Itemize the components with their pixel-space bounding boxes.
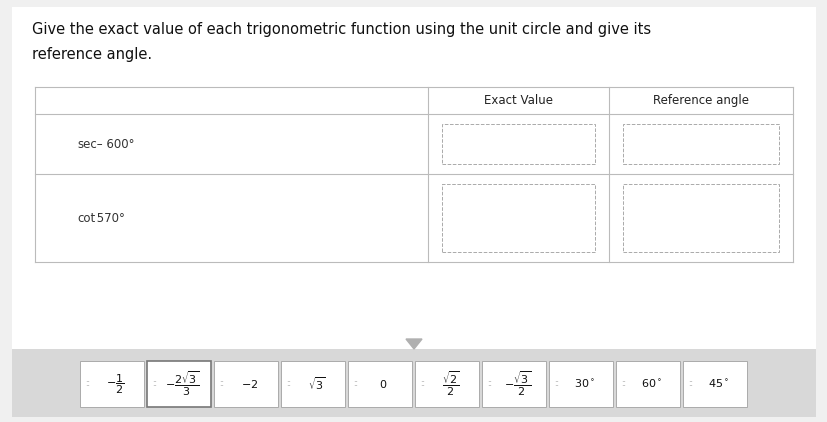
Text: cot: cot <box>77 211 95 225</box>
Text: ::: :: <box>286 379 291 389</box>
Polygon shape <box>405 339 422 349</box>
Text: $60^\circ$: $60^\circ$ <box>640 378 662 390</box>
Text: sec: sec <box>77 138 97 151</box>
Bar <box>214 361 278 407</box>
Text: $-\dfrac{\sqrt{3}}{2}$: $-\dfrac{\sqrt{3}}{2}$ <box>504 370 530 398</box>
Text: $-\dfrac{1}{2}$: $-\dfrac{1}{2}$ <box>106 372 125 396</box>
Text: $\sqrt{3}$: $\sqrt{3}$ <box>307 376 325 392</box>
Bar <box>80 361 145 407</box>
Bar <box>549 361 613 407</box>
Bar <box>616 361 680 407</box>
Text: – 600°: – 600° <box>93 138 134 151</box>
Text: Give the exact value of each trigonometric function using the unit circle and gi: Give the exact value of each trigonometr… <box>32 22 650 37</box>
Text: $45^\circ$: $45^\circ$ <box>707 378 729 390</box>
Text: ::: :: <box>85 379 90 389</box>
Text: 570°: 570° <box>93 211 125 225</box>
Bar <box>622 124 778 164</box>
Bar <box>682 361 747 407</box>
Text: Reference angle: Reference angle <box>653 94 748 107</box>
Bar <box>147 361 211 407</box>
Text: ::: :: <box>554 379 559 389</box>
Text: ::: :: <box>487 379 492 389</box>
Text: $0$: $0$ <box>379 378 387 390</box>
Text: $-2$: $-2$ <box>241 378 258 390</box>
Bar <box>12 349 815 417</box>
Text: ::: :: <box>219 379 224 389</box>
Text: ::: :: <box>621 379 626 389</box>
Text: ::: :: <box>152 379 157 389</box>
Text: $\dfrac{\sqrt{2}}{2}$: $\dfrac{\sqrt{2}}{2}$ <box>441 370 459 398</box>
Bar <box>622 184 778 252</box>
Bar <box>442 124 595 164</box>
Bar <box>415 361 479 407</box>
Text: $30^\circ$: $30^\circ$ <box>573 378 595 390</box>
Text: Exact Value: Exact Value <box>484 94 552 107</box>
Bar <box>348 361 412 407</box>
Bar <box>482 361 546 407</box>
Text: ::: :: <box>420 379 425 389</box>
Bar <box>281 361 345 407</box>
Text: $-\dfrac{2\sqrt{3}}{3}$: $-\dfrac{2\sqrt{3}}{3}$ <box>165 370 199 398</box>
Bar <box>12 7 815 352</box>
Bar <box>442 184 595 252</box>
Text: ::: :: <box>688 379 693 389</box>
Text: ::: :: <box>353 379 358 389</box>
Text: reference angle.: reference angle. <box>32 47 152 62</box>
